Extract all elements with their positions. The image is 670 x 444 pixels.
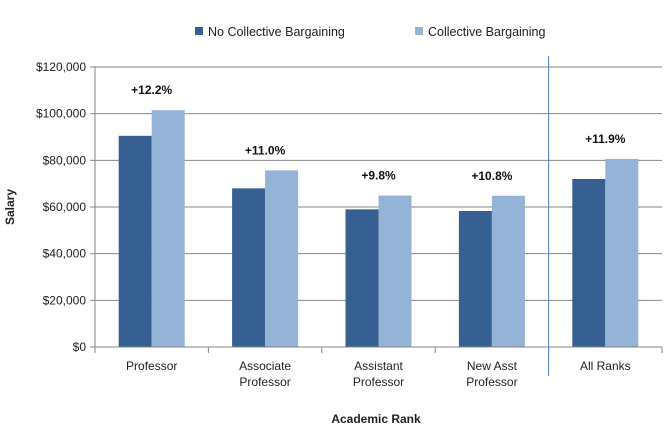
bars	[118, 110, 639, 348]
axes: $0 $20,000 $40,000 $60,000 $80,000 $100,000 $1…	[36, 56, 663, 389]
y-tick-label: $120,000	[36, 60, 86, 74]
bar-collective-bargaining	[378, 195, 412, 347]
bar-collective-bargaining	[265, 170, 299, 347]
x-tick-label: New Asst	[467, 359, 518, 373]
legend-label: Collective Bargaining	[428, 25, 545, 39]
x-tick-label: Professor	[466, 375, 517, 389]
data-label-percent: +11.9%	[585, 132, 626, 146]
bar-no-collective-bargaining	[458, 210, 492, 347]
bar-no-collective-bargaining	[345, 209, 379, 347]
legend-swatch	[415, 27, 423, 35]
bar-collective-bargaining	[491, 195, 525, 347]
x-tick-label: All Ranks	[580, 359, 631, 373]
legend: No Collective Bargaining Collective Barga…	[195, 25, 545, 39]
data-label-percent: +11.0%	[245, 143, 286, 157]
x-tick-label: Professor	[239, 375, 290, 389]
x-tick-label: Assistant	[354, 359, 403, 373]
data-labels: +12.2% +11.0% +9.8% +10.8% +11.9%	[131, 83, 626, 183]
x-tick-label: Professor	[126, 359, 177, 373]
data-label-percent: +9.8%	[361, 169, 396, 183]
legend-swatch	[195, 27, 203, 35]
y-tick-label: $80,000	[43, 153, 87, 167]
x-axis-title: Academic Rank	[331, 412, 421, 426]
y-tick-label: $20,000	[43, 293, 87, 307]
y-tick-label: $0	[73, 340, 87, 354]
bar-collective-bargaining	[605, 158, 639, 347]
data-label-percent: +10.8%	[471, 169, 512, 183]
bar-no-collective-bargaining	[232, 188, 266, 347]
legend-label: No Collective Bargaining	[208, 25, 345, 39]
bar-collective-bargaining	[151, 110, 185, 348]
y-tick-label: $40,000	[43, 247, 87, 261]
bar-no-collective-bargaining	[572, 179, 606, 347]
y-tick-label: $60,000	[43, 200, 87, 214]
x-tick-label: Professor	[353, 375, 404, 389]
bar-no-collective-bargaining	[118, 135, 152, 347]
data-label-percent: +12.2%	[131, 83, 172, 97]
x-tick-label: Associate	[239, 359, 291, 373]
y-tick-label: $100,000	[36, 107, 86, 121]
y-axis-title: Salary	[3, 189, 17, 225]
